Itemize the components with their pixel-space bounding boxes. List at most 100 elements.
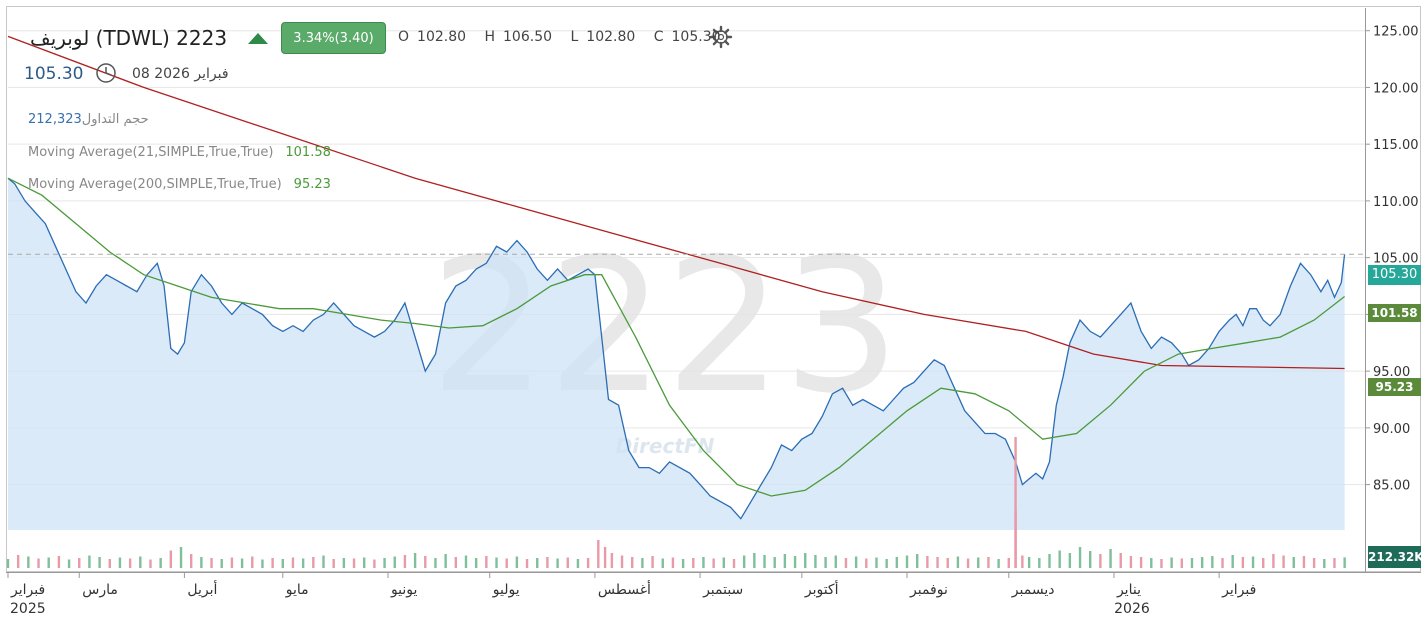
volume-bar [230,557,234,568]
ma21-tag: 101.58 [1368,304,1421,322]
plot-frame [6,6,1421,572]
y-tick-label: 95.00 [1373,365,1410,380]
x-tick-label: يناير [1116,582,1141,598]
volume-bar [47,557,50,568]
volume-bar [444,554,447,568]
ma200-indicator[interactable]: Moving Average(200,SIMPLE,True,True) 95.2… [28,177,331,192]
volume-bar [1048,554,1051,568]
volume-bar [27,556,30,568]
volume-bar [546,557,549,568]
volume-bar [536,558,539,568]
volume-bar [1312,558,1316,568]
volume-bar [1200,557,1204,568]
volume-bar [474,558,478,568]
x-tick-label: أبريل [187,580,217,598]
ma21-indicator[interactable]: Moving Average(21,SIMPLE,True,True) 101.5… [28,145,331,160]
volume-bar [1180,558,1184,568]
last-price: 105.30 [24,64,84,84]
volume-bar [1007,558,1010,568]
volume-bar [966,558,970,568]
volume-bar [1221,558,1224,568]
date-label: 08 فبراير 2026 [132,66,229,82]
volume-bar [16,555,20,568]
volume-bar [1027,557,1031,568]
volume-indicator[interactable]: حجم التداول212,323 [28,112,161,127]
volume-bar [128,558,132,568]
volume-bar [651,556,654,568]
ohlc-readout: O 102.80 H 106.50 L 102.80 C 105.30 [398,29,735,45]
volume-bar [566,557,569,568]
volume-bar [671,557,675,568]
volume-bar [631,557,634,568]
volume-bar [926,556,929,568]
price-line [7,177,1346,520]
volume-bar [773,557,776,568]
ma200-tag: 95.23 [1368,378,1421,396]
x-tick-label: ديسمبر [1011,582,1055,598]
volume-bar [332,559,335,568]
clock-icon [96,63,116,83]
volume-bar [956,556,960,568]
volume-bar [712,558,715,568]
volume-bar [763,555,766,568]
y-tick-label: 90.00 [1373,422,1410,437]
x-tick-year-label: 2026 [1114,601,1150,617]
volume-bar [661,558,664,568]
volume-bar [641,558,644,568]
volume-bar [1068,553,1072,568]
ma200-line [7,35,1345,370]
volume-bar [1292,557,1295,568]
volume-bar [454,557,458,568]
volume-bar [373,559,376,568]
volume-bar [905,555,909,568]
y-tick-label: 120.00 [1373,81,1419,96]
gear-icon[interactable] [709,25,733,49]
open-key: O [398,29,410,45]
volume-spike-bar [1014,437,1017,568]
volume-bar [1170,557,1173,568]
volume-bar [875,557,878,568]
volume-bar [312,557,315,568]
volume-bar [352,558,356,568]
volume-bar [1078,547,1082,568]
x-tick-label: أغسطس [598,580,651,598]
x-tick-label: فبراير [1221,582,1256,598]
volume-bar [1021,555,1024,568]
volume-bar [1323,559,1326,568]
volume-bar [1160,559,1163,568]
price-change-badge: 3.34%(3.40) [281,22,386,54]
volume-bar [57,556,61,568]
volume-bar [1211,556,1214,568]
x-tick-label: أكتوبر [804,580,839,598]
volume-bar [1139,557,1143,568]
volume-bar [464,555,468,568]
volume-bar [67,559,71,568]
volume-bar [722,557,726,568]
x-tick-label: مايو [285,582,309,598]
volume-bar [732,559,736,568]
volume-bar [742,555,746,568]
volume-bar [692,558,695,568]
clock-hands [105,67,112,76]
volume-bar [251,556,254,568]
volume-bar [1119,553,1122,568]
close-key: C [653,29,664,45]
volume-bar [37,558,40,568]
volume-bar [681,559,685,568]
volume-bar [1282,555,1285,568]
gear-tooth [712,40,718,46]
volume-bar [1190,558,1194,568]
ma21-line [7,177,1345,497]
high-value: 106.50 [503,29,553,45]
volume-tag: 212.32K [1368,546,1424,568]
volume-bar [576,559,580,568]
volume-bar [1109,549,1112,568]
volume-bar [1302,556,1306,568]
high-key: H [484,29,496,45]
volume-bar [1272,554,1275,568]
volume-bar [240,558,244,568]
price-area [8,178,1345,530]
volume-bar [556,558,559,568]
